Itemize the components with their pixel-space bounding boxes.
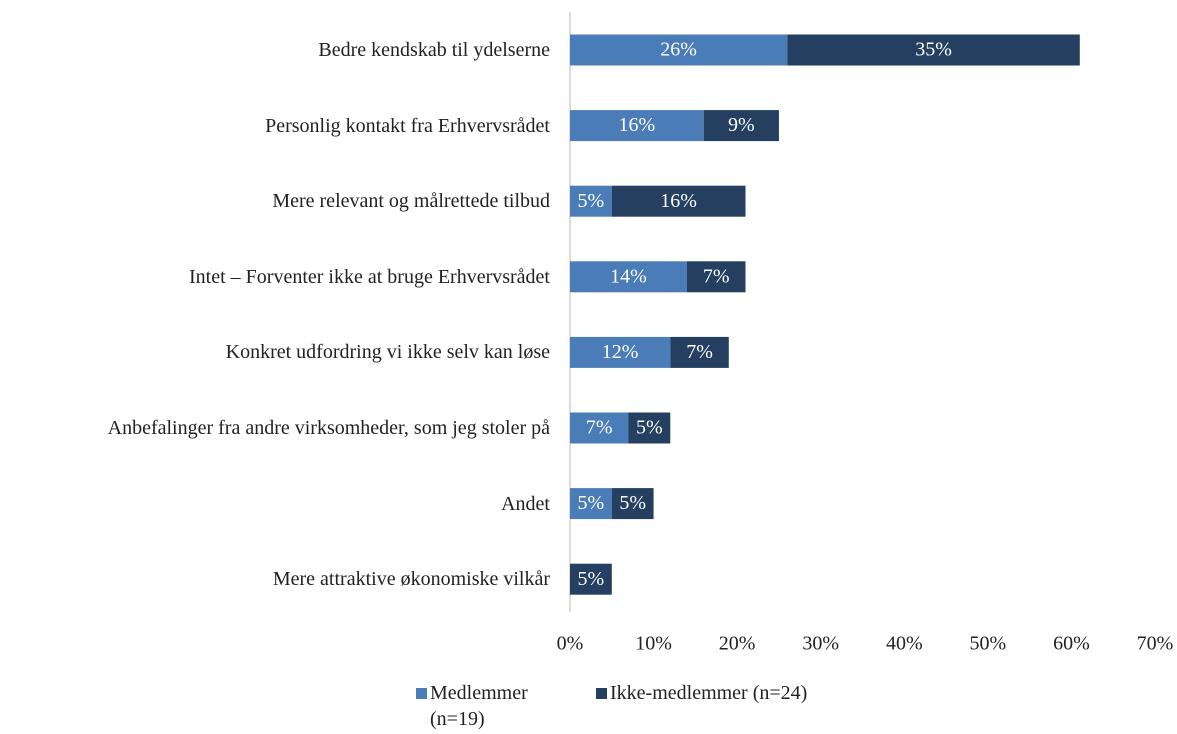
data-label: 5% <box>578 190 605 212</box>
data-label: 5% <box>636 417 663 439</box>
bar-segment <box>570 563 612 595</box>
data-label: 26% <box>660 39 697 61</box>
category-label: Mere attraktive økonomiske vilkår <box>272 568 550 591</box>
x-tick-label: 70% <box>1137 633 1174 655</box>
data-label: 7% <box>703 265 730 287</box>
bar-segment <box>570 185 612 217</box>
bar-segment <box>570 34 788 66</box>
data-label: 9% <box>728 114 755 136</box>
x-tick-label: 60% <box>1053 633 1090 655</box>
legend-label: Medlemmer (n=19) <box>430 682 528 730</box>
data-label: 5% <box>619 492 646 514</box>
bar-segment <box>570 261 687 293</box>
x-tick-label: 40% <box>886 633 923 655</box>
bar-segment <box>611 185 746 217</box>
data-label: 16% <box>660 190 697 212</box>
data-label: 5% <box>578 568 605 590</box>
x-tick-label: 10% <box>635 633 672 655</box>
x-tick-label: 20% <box>719 633 756 655</box>
x-tick-label: 0% <box>557 633 584 655</box>
bar-segment <box>611 488 654 520</box>
bar-segment <box>687 261 746 293</box>
legend-swatch <box>416 688 427 699</box>
legend-label: Ikke-medlemmer (n=24) <box>610 682 808 704</box>
bar-segment <box>703 110 779 142</box>
bar-segment <box>570 110 704 142</box>
data-label: 16% <box>619 114 656 136</box>
x-tick-label: 30% <box>802 633 839 655</box>
bar-segment <box>570 488 612 520</box>
category-label: Andet <box>501 492 550 515</box>
data-label: 7% <box>686 341 713 363</box>
category-label: Anbefalinger fra andre virksomheder, som… <box>107 417 550 439</box>
category-label: Bedre kendskab til ydelserne <box>318 39 550 61</box>
bar-segment <box>570 336 671 368</box>
bar-segment <box>570 412 629 444</box>
data-label: 7% <box>586 417 613 439</box>
legend-swatch <box>596 688 607 699</box>
bar-segment <box>787 34 1080 66</box>
data-label: 12% <box>602 341 639 363</box>
bar-segment <box>628 412 671 444</box>
data-label: 35% <box>915 39 952 61</box>
data-label: 5% <box>578 492 605 514</box>
category-label: Intet – Forventer ikke at bruge Erhvervs… <box>189 265 550 288</box>
category-label: Mere relevant og målrettede tilbud <box>272 190 550 213</box>
category-label: Personlig kontakt fra Erhvervsrådet <box>265 114 550 137</box>
data-label: 14% <box>610 265 647 287</box>
x-tick-label: 50% <box>970 633 1007 655</box>
bar-segment <box>670 336 729 368</box>
category-label: Konkret udfordring vi ikke selv kan løse <box>225 341 550 364</box>
